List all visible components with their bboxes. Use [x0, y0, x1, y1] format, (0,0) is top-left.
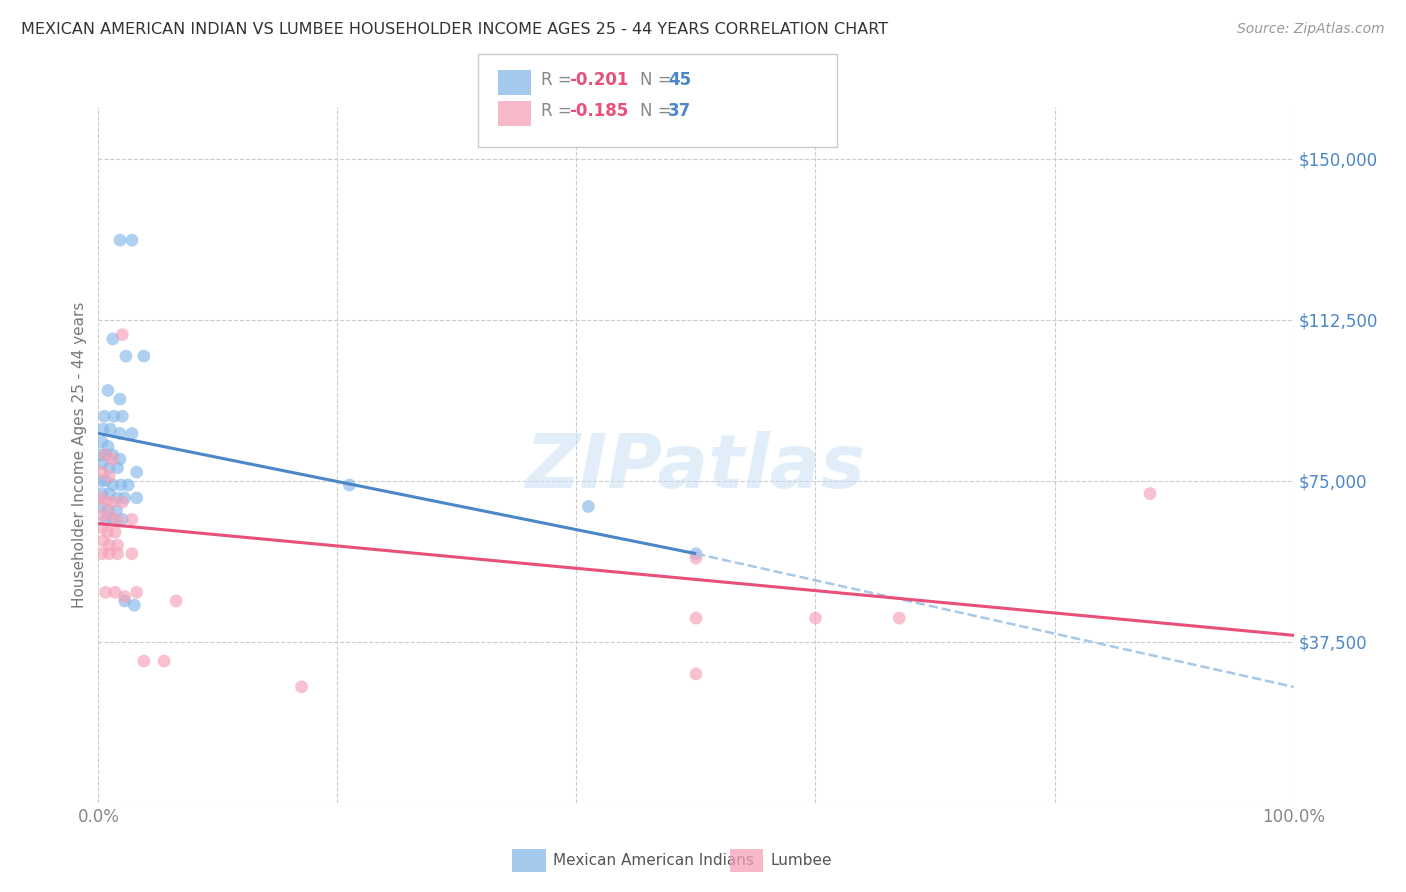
- Point: [339, 478, 360, 492]
- Text: R =: R =: [541, 71, 578, 89]
- Point: [117, 478, 139, 492]
- Point: [97, 525, 120, 540]
- Point: [91, 508, 114, 522]
- Point: [105, 504, 128, 518]
- Point: [1139, 486, 1161, 500]
- Point: [121, 233, 143, 247]
- Text: 37: 37: [668, 103, 692, 120]
- Point: [101, 452, 124, 467]
- Point: [111, 327, 134, 342]
- Point: [98, 422, 122, 436]
- Text: MEXICAN AMERICAN INDIAN VS LUMBEE HOUSEHOLDER INCOME AGES 25 - 44 YEARS CORRELAT: MEXICAN AMERICAN INDIAN VS LUMBEE HOUSEH…: [21, 22, 889, 37]
- Point: [125, 585, 148, 599]
- Point: [101, 495, 124, 509]
- Point: [94, 585, 117, 599]
- Text: N =: N =: [640, 71, 676, 89]
- Point: [91, 521, 114, 535]
- Point: [889, 611, 911, 625]
- Text: Lumbee: Lumbee: [770, 854, 832, 868]
- Point: [91, 465, 114, 479]
- Point: [101, 512, 124, 526]
- Point: [114, 590, 136, 604]
- Point: [94, 474, 117, 488]
- Point: [576, 500, 599, 514]
- Text: Mexican American Indians: Mexican American Indians: [553, 854, 754, 868]
- Point: [165, 594, 187, 608]
- Point: [98, 460, 121, 475]
- Point: [91, 533, 114, 548]
- Point: [107, 512, 129, 526]
- Point: [101, 448, 124, 462]
- Point: [111, 409, 134, 424]
- Point: [91, 422, 114, 436]
- Point: [107, 538, 129, 552]
- Point: [94, 448, 117, 462]
- Point: [101, 332, 124, 346]
- Point: [108, 233, 131, 247]
- Y-axis label: Householder Income Ages 25 - 44 years: Householder Income Ages 25 - 44 years: [72, 301, 87, 608]
- Point: [132, 654, 155, 668]
- Point: [804, 611, 827, 625]
- Point: [121, 512, 143, 526]
- Text: N =: N =: [640, 103, 676, 120]
- Point: [98, 469, 121, 483]
- Point: [132, 349, 155, 363]
- Point: [90, 491, 112, 505]
- Text: -0.201: -0.201: [569, 71, 628, 89]
- Point: [110, 478, 132, 492]
- Point: [108, 452, 131, 467]
- Text: ZIPatlas: ZIPatlas: [526, 432, 866, 504]
- Point: [97, 384, 120, 398]
- Point: [107, 547, 129, 561]
- Point: [114, 491, 136, 505]
- Point: [98, 508, 121, 522]
- Point: [111, 512, 134, 526]
- Point: [153, 654, 176, 668]
- Point: [98, 538, 121, 552]
- Point: [685, 551, 707, 566]
- Point: [685, 611, 707, 625]
- Point: [97, 504, 120, 518]
- Point: [290, 680, 312, 694]
- Point: [108, 426, 131, 441]
- Point: [104, 525, 127, 540]
- Point: [114, 594, 136, 608]
- Text: 45: 45: [668, 71, 690, 89]
- Point: [121, 426, 143, 441]
- Point: [94, 448, 117, 462]
- Point: [97, 439, 120, 453]
- Point: [107, 491, 129, 505]
- Point: [91, 435, 114, 450]
- Text: -0.185: -0.185: [569, 103, 628, 120]
- Point: [124, 599, 146, 613]
- Point: [125, 491, 148, 505]
- Point: [90, 448, 112, 462]
- Point: [91, 457, 114, 471]
- Point: [685, 667, 707, 681]
- Point: [94, 512, 117, 526]
- Point: [685, 547, 707, 561]
- Point: [93, 409, 115, 424]
- Point: [96, 495, 118, 509]
- Text: Source: ZipAtlas.com: Source: ZipAtlas.com: [1237, 22, 1385, 37]
- Point: [115, 349, 138, 363]
- Point: [121, 547, 143, 561]
- Point: [90, 474, 112, 488]
- Point: [103, 409, 125, 424]
- Point: [101, 478, 124, 492]
- Point: [91, 486, 114, 500]
- Text: R =: R =: [541, 103, 578, 120]
- Point: [111, 495, 134, 509]
- Point: [108, 392, 131, 406]
- Point: [98, 547, 121, 561]
- Point: [125, 465, 148, 479]
- Point: [90, 500, 112, 514]
- Point: [98, 486, 121, 500]
- Point: [91, 547, 114, 561]
- Point: [107, 460, 129, 475]
- Point: [104, 585, 127, 599]
